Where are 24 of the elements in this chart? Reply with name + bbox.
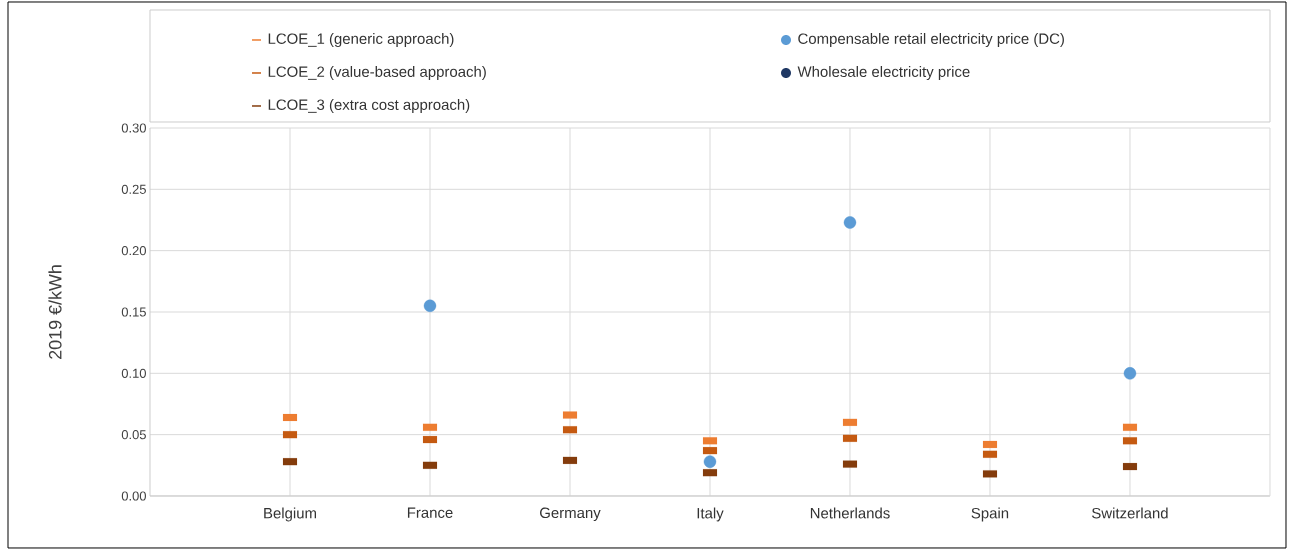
legend-label: LCOE_3 (extra cost approach) xyxy=(268,99,470,113)
y-tick-label: 0.25 xyxy=(121,184,146,194)
y-tick-label: 0.15 xyxy=(121,307,146,317)
point xyxy=(1123,367,1137,380)
y-tick-label: 0.20 xyxy=(121,246,146,256)
x-tick-label: Italy xyxy=(697,507,724,522)
x-tick-label: Netherlands xyxy=(810,507,890,519)
legend-label: LCOE_1 (generic approach) xyxy=(268,33,454,47)
x-tick-label: Switzerland xyxy=(1092,507,1168,519)
x-tick-label: Spain xyxy=(971,507,1009,522)
x-tick-label: Belgium xyxy=(264,507,316,522)
y-axis-title: 2019 €/kWh xyxy=(48,265,62,359)
x-tick-label: Germany xyxy=(540,507,601,522)
point xyxy=(843,216,857,229)
y-tick-label: 0.00 xyxy=(121,491,146,501)
y-tick-label: 0.05 xyxy=(121,430,146,440)
x-tick-label: France xyxy=(407,507,453,518)
legend-label: Wholesale electricity price xyxy=(797,66,970,80)
legend-label: Compensable retail electricity price (DC) xyxy=(798,33,1064,47)
y-tick-label: 0.30 xyxy=(121,123,146,133)
point xyxy=(423,299,437,313)
legend-label: LCOE_2 (value-based approach) xyxy=(268,66,486,80)
point xyxy=(703,455,717,468)
y-tick-label: 0.10 xyxy=(121,368,146,378)
